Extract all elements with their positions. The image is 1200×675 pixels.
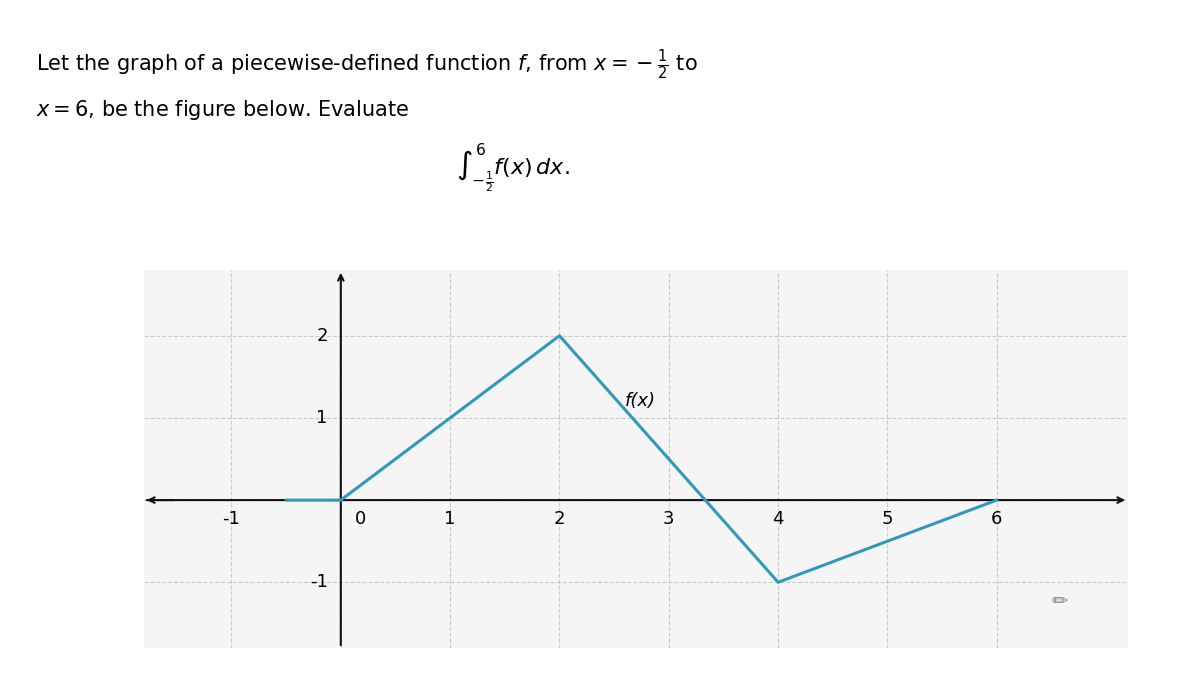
Text: 1: 1 <box>444 510 456 528</box>
Text: -1: -1 <box>222 510 240 528</box>
Text: ✏: ✏ <box>1051 592 1068 611</box>
Text: 2: 2 <box>553 510 565 528</box>
Text: 0: 0 <box>355 510 366 528</box>
Text: Let the graph of a piecewise-defined function $f$, from $x = -\frac{1}{2}$ to: Let the graph of a piecewise-defined fun… <box>36 47 697 82</box>
Text: 1: 1 <box>317 409 328 427</box>
Text: 5: 5 <box>882 510 893 528</box>
Text: 6: 6 <box>991 510 1002 528</box>
Text: 3: 3 <box>664 510 674 528</box>
Text: 2: 2 <box>316 327 328 345</box>
Text: -1: -1 <box>310 573 328 591</box>
Text: f(x): f(x) <box>625 392 656 410</box>
Text: 4: 4 <box>773 510 784 528</box>
Text: $x = 6$, be the figure below. Evaluate: $x = 6$, be the figure below. Evaluate <box>36 98 409 122</box>
Text: $\int_{-\frac{1}{2}}^{6} f(x)\, dx.$: $\int_{-\frac{1}{2}}^{6} f(x)\, dx.$ <box>456 142 570 195</box>
